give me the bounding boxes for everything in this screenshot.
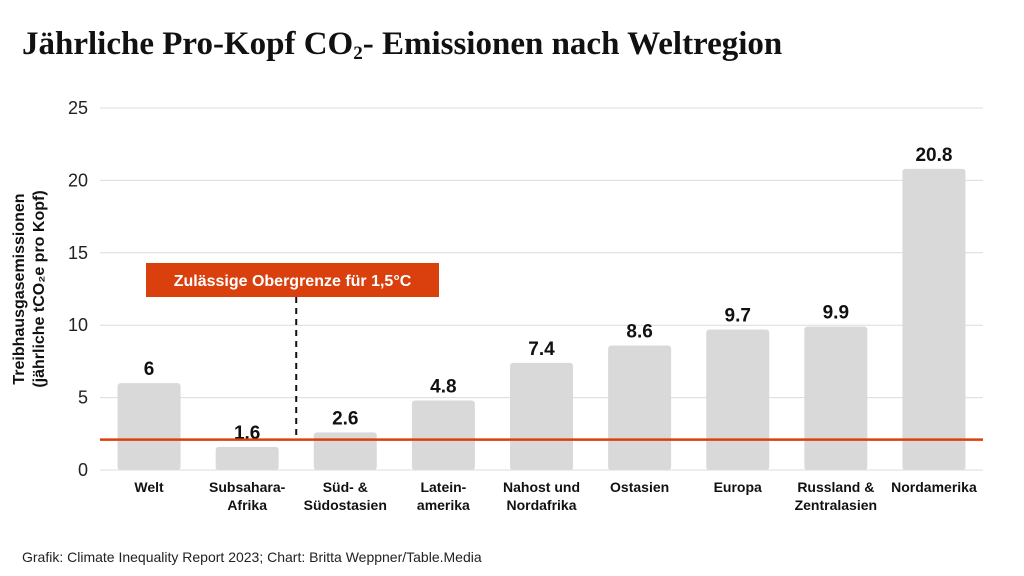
- y-axis-title: Treibhausgasemissionen (jährliche tCO₂e p…: [11, 190, 48, 387]
- category-label-line: Nahost und: [503, 479, 580, 495]
- bar: [313, 432, 377, 470]
- category-label: Nahost und Nordafrika: [503, 479, 580, 513]
- category-label-line: Latein-: [420, 479, 466, 495]
- category-label: Latein-amerika: [417, 479, 470, 513]
- bar-value-label: 9.9: [823, 303, 849, 324]
- chart-title: Jährliche Pro-Kopf CO2- Emissionen nach …: [22, 24, 782, 64]
- category-label: Russland & Zentralasien: [795, 479, 877, 513]
- category-labels: Welt Subsahara- Afrika Süd- & Südostasien Lat…: [134, 479, 977, 513]
- category-label: Ostasien: [610, 479, 669, 495]
- bar: [706, 329, 770, 470]
- y-tick-label: 0: [78, 460, 88, 480]
- bar: [117, 383, 181, 470]
- bar-value-label: 9.7: [725, 306, 751, 327]
- category-label-line: Russland &: [797, 479, 874, 495]
- bar: [804, 326, 868, 470]
- category-label: Welt: [134, 479, 164, 495]
- y-axis-title-group: Treibhausgasemissionen (jährliche tCO₂e p…: [11, 190, 48, 387]
- bar-value-label: 4.8: [430, 376, 456, 397]
- bar: [510, 362, 573, 470]
- y-axis-ticks: 0 5 10 15 20 25: [68, 98, 88, 480]
- category-label-line: Süd- &: [323, 479, 368, 495]
- category-label-line: Ostasien: [610, 479, 669, 495]
- y-tick-label: 15: [68, 243, 88, 263]
- threshold-label: Zulässige Obergrenze für 1,5°C: [174, 273, 412, 290]
- category-label: Nordamerika: [891, 479, 977, 495]
- category-label-line: Nordamerika: [891, 479, 977, 495]
- bar: [608, 345, 672, 470]
- bar-value-label: 8.6: [626, 321, 652, 342]
- bar: [411, 400, 475, 470]
- y-tick-label: 20: [68, 170, 88, 190]
- threshold-annotation: Zulässige Obergrenze für 1,5°C: [100, 263, 983, 441]
- category-label-line: Zentralasien: [795, 497, 877, 513]
- category-label: Subsahara- Afrika: [209, 479, 286, 513]
- chart-title-subscript: 2: [353, 43, 363, 64]
- category-label: Süd- & Südostasien: [304, 479, 387, 513]
- category-label: Europa: [714, 479, 762, 495]
- bar: [902, 168, 966, 471]
- bar-value-label: 20.8: [915, 145, 952, 166]
- category-label-line: Südostasien: [304, 497, 387, 513]
- category-label-line: Welt: [134, 479, 164, 495]
- category-label-line: Subsahara-: [209, 479, 286, 495]
- y-tick-label: 10: [68, 315, 88, 335]
- y-axis-title-line: Treibhausgasemissionen: [11, 193, 28, 384]
- source-note: Grafik: Climate Inequality Report 2023; …: [22, 549, 482, 565]
- y-tick-label: 25: [68, 98, 88, 118]
- y-axis-title-line: (jährliche tCO₂e pro Kopf): [31, 190, 48, 387]
- category-label-line: Afrika: [227, 497, 267, 513]
- bar: [215, 446, 279, 470]
- bar-value-label: 6: [144, 359, 155, 380]
- chart-title-rest: - Emissionen nach Weltregion: [362, 26, 783, 62]
- category-label-line: Nordafrika: [506, 497, 576, 513]
- category-label-line: amerika: [417, 497, 470, 513]
- bar-value-label: 2.6: [332, 408, 358, 429]
- y-tick-label: 5: [78, 388, 88, 408]
- chart-title-main: Jährliche Pro-Kopf CO: [22, 26, 354, 62]
- bar-value-label: 7.4: [528, 339, 555, 360]
- category-label-line: Europa: [714, 479, 762, 495]
- threshold-label-box: [146, 263, 439, 297]
